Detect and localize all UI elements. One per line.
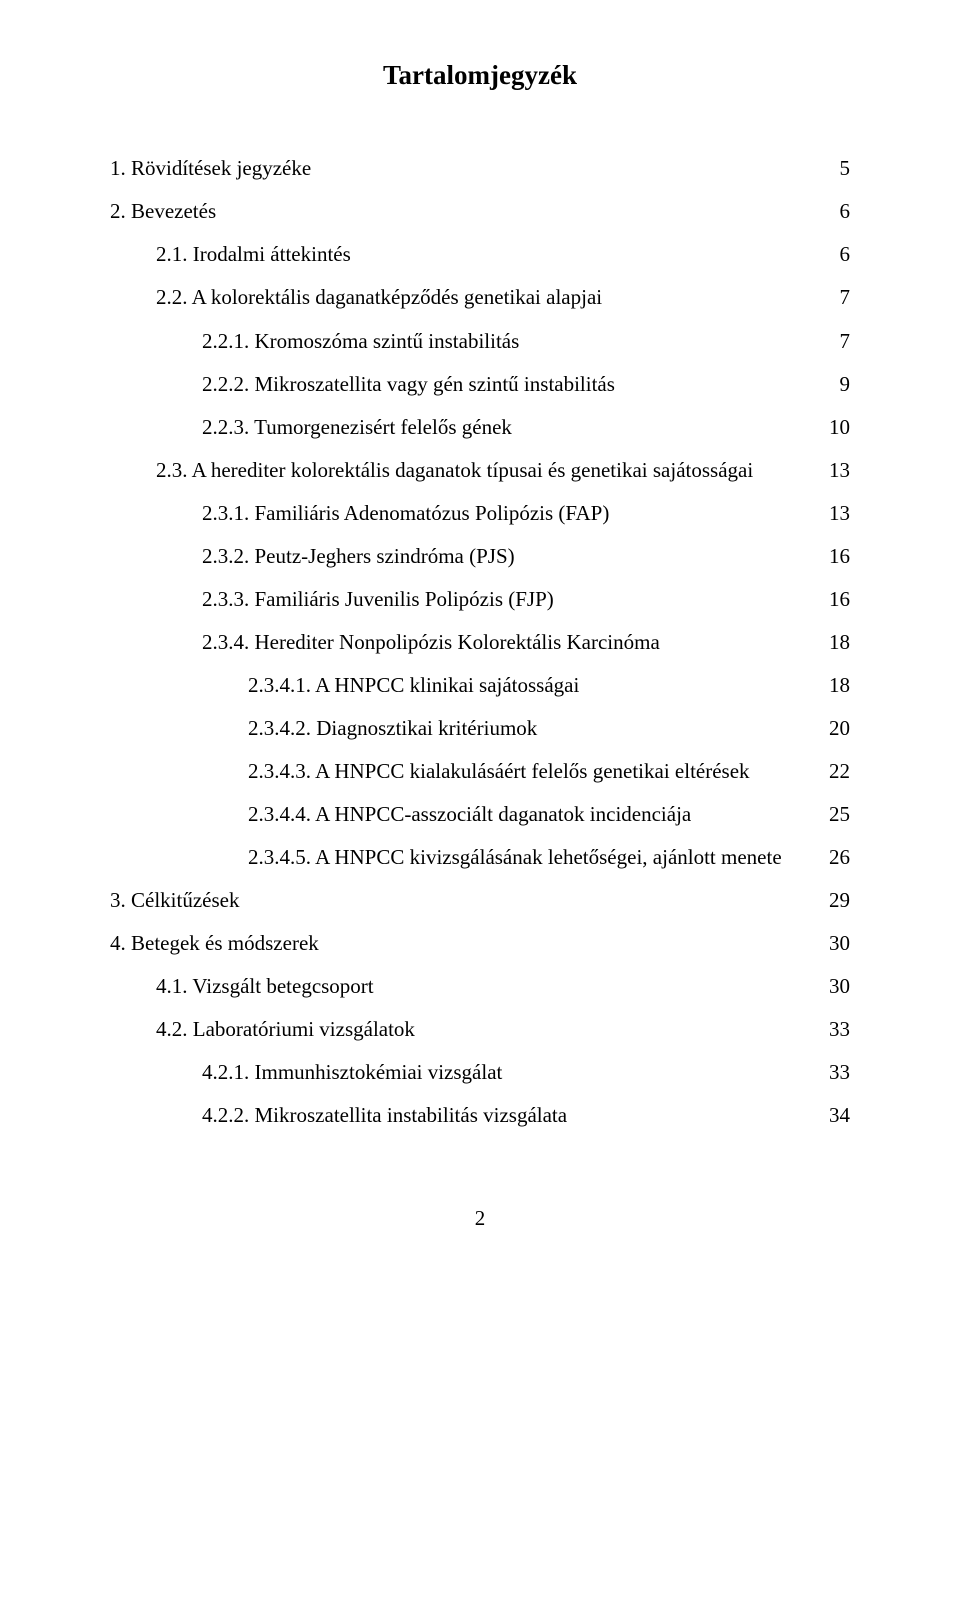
toc-entry-page: 5 <box>810 147 850 190</box>
toc-entry-label: 2.3. A herediter kolorektális daganatok … <box>156 449 810 492</box>
toc-entry-label: 4.2.2. Mikroszatellita instabilitás vizs… <box>202 1094 810 1137</box>
toc-entry-label: 3. Célkitűzések <box>110 879 810 922</box>
toc-entry-label: 4.2.1. Immunhisztokémiai vizsgálat <box>202 1051 810 1094</box>
footer-page-number: 2 <box>110 1197 850 1240</box>
toc-entry-label: 2.3.4.5. A HNPCC kivizsgálásának lehetős… <box>248 836 810 879</box>
toc-entry-label: 1. Rövidítések jegyzéke <box>110 147 810 190</box>
toc-entry-label: 2.3.1. Familiáris Adenomatózus Polipózis… <box>202 492 810 535</box>
toc-entry-label: 2.2. A kolorektális daganatképződés gene… <box>156 276 810 319</box>
toc-entry-page: 34 <box>810 1094 850 1137</box>
toc-entry-label: 2.3.2. Peutz-Jeghers szindróma (PJS) <box>202 535 810 578</box>
toc-entry-page: 7 <box>810 320 850 363</box>
toc-row: 2.3.4.4. A HNPCC-asszociált daganatok in… <box>110 793 850 836</box>
toc-entry-label: 2.3.4.1. A HNPCC klinikai sajátosságai <box>248 664 810 707</box>
toc-entry-page: 18 <box>810 664 850 707</box>
toc-row: 2.3.4. Herediter Nonpolipózis Kolorektál… <box>110 621 850 664</box>
toc-entry-page: 13 <box>810 449 850 492</box>
toc-row: 4.2.2. Mikroszatellita instabilitás vizs… <box>110 1094 850 1137</box>
toc-entry-label: 2.3.4.2. Diagnosztikai kritériumok <box>248 707 810 750</box>
toc-entry-page: 6 <box>810 190 850 233</box>
toc-entry-label: 2.3.4.4. A HNPCC-asszociált daganatok in… <box>248 793 810 836</box>
toc-row: 2.2.3. Tumorgenezisért felelős gének10 <box>110 406 850 449</box>
toc-entry-page: 7 <box>810 276 850 319</box>
page-title: Tartalomjegyzék <box>110 48 850 103</box>
toc-entry-page: 18 <box>810 621 850 664</box>
toc-row: 2.3.4.2. Diagnosztikai kritériumok20 <box>110 707 850 750</box>
toc-entry-label: 2.3.3. Familiáris Juvenilis Polipózis (F… <box>202 578 810 621</box>
toc-row: 2.3. A herediter kolorektális daganatok … <box>110 449 850 492</box>
toc-entry-label: 4. Betegek és módszerek <box>110 922 810 965</box>
toc-row: 4. Betegek és módszerek30 <box>110 922 850 965</box>
toc-entry-page: 30 <box>810 965 850 1008</box>
toc-entry-page: 10 <box>810 406 850 449</box>
toc-entry-label: 2.2.2. Mikroszatellita vagy gén szintű i… <box>202 363 810 406</box>
toc-row: 2.3.1. Familiáris Adenomatózus Polipózis… <box>110 492 850 535</box>
toc-entry-label: 4.2. Laboratóriumi vizsgálatok <box>156 1008 810 1051</box>
toc-entry-page: 16 <box>810 578 850 621</box>
toc-entry-label: 2.3.4.3. A HNPCC kialakulásáért felelős … <box>248 750 810 793</box>
toc-entry-page: 25 <box>810 793 850 836</box>
toc-row: 4.2. Laboratóriumi vizsgálatok33 <box>110 1008 850 1051</box>
toc-row: 2.3.4.5. A HNPCC kivizsgálásának lehetős… <box>110 836 850 879</box>
toc-row: 2.1. Irodalmi áttekintés6 <box>110 233 850 276</box>
toc-entry-page: 33 <box>810 1008 850 1051</box>
toc-entry-page: 6 <box>810 233 850 276</box>
toc-entry-page: 33 <box>810 1051 850 1094</box>
toc-entry-page: 29 <box>810 879 850 922</box>
toc-row: 4.2.1. Immunhisztokémiai vizsgálat33 <box>110 1051 850 1094</box>
toc-entry-label: 2.1. Irodalmi áttekintés <box>156 233 810 276</box>
toc-row: 1. Rövidítések jegyzéke5 <box>110 147 850 190</box>
toc-row: 2.3.3. Familiáris Juvenilis Polipózis (F… <box>110 578 850 621</box>
toc-entry-label: 2.2.1. Kromoszóma szintű instabilitás <box>202 320 810 363</box>
toc-row: 2.3.4.3. A HNPCC kialakulásáért felelős … <box>110 750 850 793</box>
toc-list: 1. Rövidítések jegyzéke52. Bevezetés62.1… <box>110 147 850 1137</box>
toc-row: 2.2. A kolorektális daganatképződés gene… <box>110 276 850 319</box>
toc-row: 2. Bevezetés6 <box>110 190 850 233</box>
toc-entry-label: 2. Bevezetés <box>110 190 810 233</box>
toc-entry-label: 2.2.3. Tumorgenezisért felelős gének <box>202 406 810 449</box>
toc-entry-page: 30 <box>810 922 850 965</box>
toc-row: 2.2.1. Kromoszóma szintű instabilitás7 <box>110 320 850 363</box>
toc-entry-label: 4.1. Vizsgált betegcsoport <box>156 965 810 1008</box>
toc-row: 2.3.2. Peutz-Jeghers szindróma (PJS)16 <box>110 535 850 578</box>
toc-entry-label: 2.3.4. Herediter Nonpolipózis Kolorektál… <box>202 621 810 664</box>
toc-entry-page: 13 <box>810 492 850 535</box>
toc-entry-page: 20 <box>810 707 850 750</box>
toc-entry-page: 26 <box>810 836 850 879</box>
toc-row: 3. Célkitűzések29 <box>110 879 850 922</box>
toc-entry-page: 9 <box>810 363 850 406</box>
page-container: Tartalomjegyzék 1. Rövidítések jegyzéke5… <box>0 0 960 1280</box>
toc-row: 4.1. Vizsgált betegcsoport30 <box>110 965 850 1008</box>
toc-entry-page: 16 <box>810 535 850 578</box>
toc-entry-page: 22 <box>810 750 850 793</box>
toc-row: 2.3.4.1. A HNPCC klinikai sajátosságai18 <box>110 664 850 707</box>
toc-row: 2.2.2. Mikroszatellita vagy gén szintű i… <box>110 363 850 406</box>
